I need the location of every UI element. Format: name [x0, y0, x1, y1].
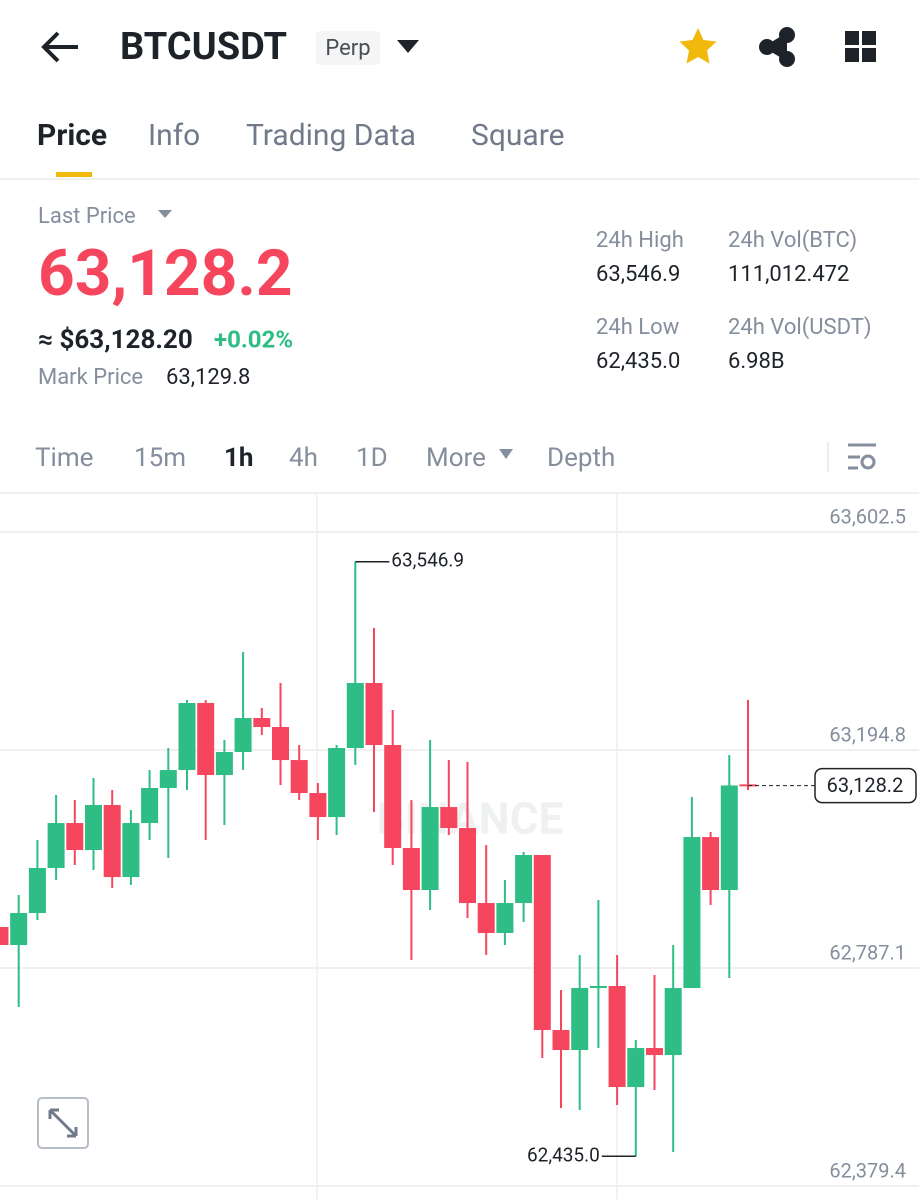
interval[interactable]: Time: [35, 443, 93, 473]
symbol: BTCUSDT: [120, 25, 287, 69]
last-price-label: Last Price: [38, 204, 136, 229]
stat-label: 24h High: [596, 228, 684, 253]
tab[interactable]: Price: [37, 118, 107, 153]
candle-body: [272, 727, 289, 761]
candle-body: [533, 855, 551, 1031]
tab[interactable]: Square: [471, 118, 565, 153]
candle-body: [552, 1030, 570, 1051]
candle-body: [309, 793, 327, 818]
chart-settings[interactable]: [848, 443, 876, 470]
mark-price: 63,129.8: [166, 365, 250, 390]
candle-body: [421, 807, 439, 891]
candle-body: [402, 848, 420, 891]
candle-body: [122, 823, 140, 878]
stat-value: 111,012.472: [728, 262, 849, 287]
interval[interactable]: Depth: [547, 443, 615, 473]
change: +0.02%: [214, 325, 293, 353]
stat-value: 62,435.0: [596, 349, 680, 374]
candle-body: [515, 855, 533, 904]
interval[interactable]: 15m: [134, 443, 186, 473]
more-dropdown[interactable]: [499, 449, 513, 459]
candle-body: [215, 752, 233, 776]
last-price: 63,128.2: [38, 236, 293, 311]
last-price-box: [814, 767, 917, 804]
candle-body: [253, 718, 271, 728]
candle-body: [290, 760, 308, 794]
layout-menu[interactable]: [845, 31, 876, 62]
candle-body: [197, 702, 215, 776]
tab[interactable]: Trading Data: [246, 118, 416, 153]
y-tick-label: 62,379.4: [829, 1158, 906, 1182]
expand-button[interactable]: [37, 1097, 89, 1149]
candle-body: [159, 770, 177, 789]
candle-body: [47, 823, 65, 869]
interval[interactable]: 4h: [289, 443, 318, 473]
candle-body: [683, 837, 701, 989]
stat-label: 24h Vol(BTC): [728, 228, 857, 253]
y-tick-label: 63,194.8: [829, 722, 906, 746]
candle-body: [571, 988, 589, 1051]
badge-bg: [316, 31, 380, 65]
candle-body: [459, 828, 476, 904]
candle-body: [496, 903, 514, 934]
stat-value: 6.98B: [728, 349, 785, 374]
candle-body: [608, 986, 626, 1088]
candle-body: [178, 702, 196, 771]
candle-body: [646, 1048, 663, 1056]
price-dropdown[interactable]: [158, 210, 172, 218]
tab[interactable]: Info: [148, 118, 200, 153]
interval[interactable]: 1D: [356, 443, 388, 473]
candle-body: [720, 785, 738, 891]
candle-body: [589, 986, 607, 989]
candle-body: [234, 718, 252, 753]
candle-body: [627, 1048, 645, 1088]
interval[interactable]: More: [426, 443, 486, 473]
candle-body: [346, 682, 364, 749]
last-price-label: 63,128.2: [827, 773, 904, 797]
low-label: 62,435.0: [527, 1143, 600, 1166]
favorite[interactable]: [679, 28, 717, 64]
approx-price: ≈ $63,128.20: [38, 325, 193, 355]
candle-body: [384, 745, 402, 849]
back-button[interactable]: [41, 31, 78, 63]
interval[interactable]: 1h: [224, 443, 253, 473]
tab-indicator: [56, 172, 92, 177]
candle-body: [664, 988, 682, 1056]
stat-value: 63,546.9: [596, 262, 680, 287]
candle-body: [85, 805, 102, 851]
candle-body: [702, 837, 720, 891]
badge: Perp: [325, 36, 370, 61]
candle-body: [10, 913, 28, 946]
stat-label: 24h Vol(USDT): [728, 315, 872, 340]
candle-body: [28, 868, 46, 914]
candle-body: [0, 927, 9, 946]
candle-body: [328, 748, 346, 818]
y-tick-label: 62,787.1: [829, 940, 906, 964]
candle-body: [103, 805, 121, 878]
candle-body: [440, 807, 458, 829]
candle-body: [66, 823, 84, 851]
mark-label: Mark Price: [38, 365, 143, 390]
candle-body: [141, 788, 159, 824]
candle-body: [365, 682, 383, 746]
stat-label: 24h Low: [596, 315, 680, 340]
high-label: 63,546.9: [391, 549, 464, 572]
candle-body: [477, 903, 495, 934]
share[interactable]: [759, 27, 795, 67]
symbol-dropdown[interactable]: [397, 40, 419, 53]
y-tick-label: 63,602.5: [829, 504, 906, 528]
